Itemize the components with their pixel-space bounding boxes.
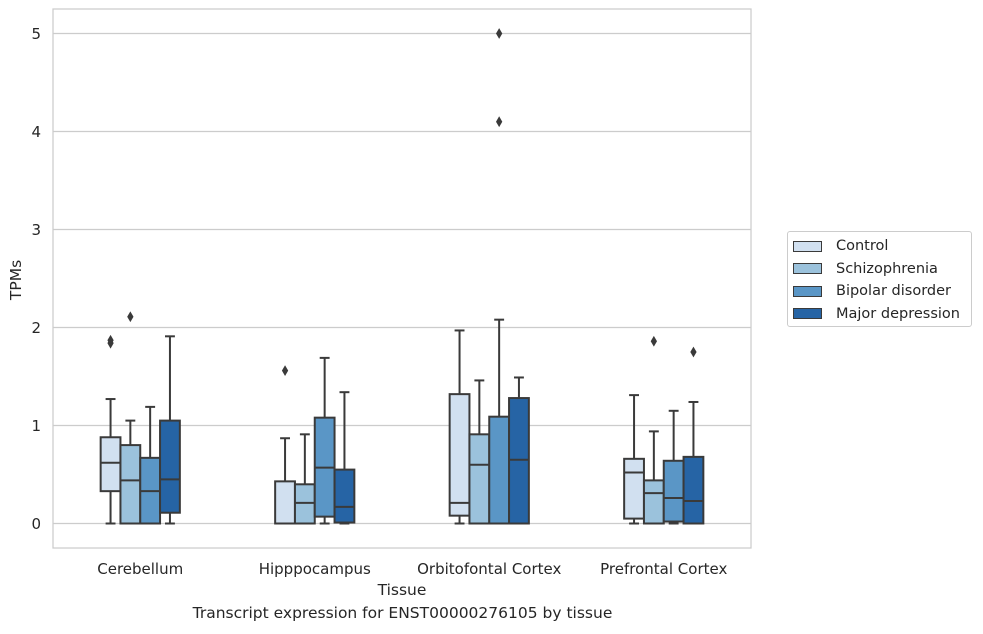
box-bipolar-disorder (139, 405, 162, 525)
iqr-box (333, 468, 356, 524)
legend-item: Bipolar disorder (793, 282, 951, 300)
x-tick-label: Cerebellum (97, 560, 183, 578)
y-axis-label: TPMs (7, 260, 25, 301)
box-schizophrenia (468, 379, 491, 525)
y-tick-label: 2 (31, 319, 41, 337)
y-tick-label: 0 (31, 515, 41, 533)
iqr-box (468, 433, 491, 525)
axes: 0 1 2 3 4 5 Cerebellum Hipppocampus Orbitofontal… (31, 25, 727, 578)
x-axis-label: Tissue (377, 581, 427, 599)
legend-label: Schizophrenia (836, 260, 938, 277)
iqr-box (274, 480, 296, 525)
box-control (623, 394, 645, 525)
outlier-point (650, 335, 657, 347)
box-schizophrenia (293, 433, 316, 525)
box-series (99, 28, 705, 525)
box-major-depression (508, 376, 530, 525)
box-schizophrenia (642, 335, 665, 525)
y-tick-label: 4 (31, 123, 41, 141)
iqr-box (682, 455, 705, 525)
iqr-box (119, 444, 142, 525)
outlier-point (127, 311, 134, 323)
figure-caption: Transcript expression for ENST0000027610… (192, 604, 613, 622)
iqr-box (448, 393, 471, 517)
x-tick-label: Hipppocampus (259, 560, 371, 578)
outlier-point (281, 365, 289, 377)
legend-item: Control (793, 237, 888, 255)
box-schizophrenia (119, 311, 142, 525)
box-bipolar-disorder (313, 356, 336, 525)
box-control (274, 365, 296, 525)
legend-swatch (793, 263, 822, 274)
legend-label: Major depression (836, 305, 960, 322)
legend-swatch (793, 240, 822, 252)
outlier-point (690, 346, 697, 358)
x-tick-label: Orbitofontal Cortex (417, 560, 561, 578)
iqr-box (642, 479, 665, 525)
legend-label: Bipolar disorder (836, 283, 951, 299)
outlier-point (496, 116, 503, 128)
iqr-box (488, 415, 511, 525)
gridlines (53, 32, 751, 525)
plot-area-frame (52, 8, 752, 549)
outlier-point (107, 334, 114, 346)
box-major-depression (682, 346, 705, 525)
box-major-depression (333, 391, 356, 525)
y-tick-label: 3 (31, 221, 41, 239)
outlier-point (496, 28, 503, 39)
legend: Control Schizophrenia Bipolar disorder Majo… (787, 231, 972, 327)
box-bipolar-disorder (662, 409, 685, 525)
box-bipolar-disorder (488, 28, 511, 525)
legend-item: Schizophrenia (793, 260, 938, 278)
iqr-box (623, 457, 645, 520)
legend-swatch (793, 308, 822, 319)
box-major-depression (159, 335, 181, 525)
legend-label: Control (836, 238, 889, 254)
legend-swatch (793, 285, 822, 297)
box-control (99, 334, 122, 525)
x-tick-label: Prefrontal Cortex (600, 560, 727, 578)
iqr-box (99, 436, 122, 493)
iqr-box (159, 419, 181, 514)
y-tick-label: 5 (31, 25, 41, 43)
legend-item: Major depression (793, 305, 960, 323)
box-control (448, 329, 471, 525)
iqr-box (662, 459, 685, 523)
y-tick-label: 1 (31, 417, 41, 435)
